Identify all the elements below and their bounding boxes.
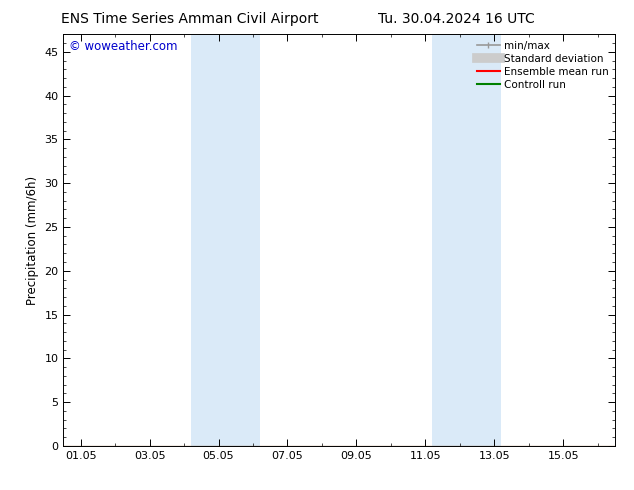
Bar [191,34,260,446]
Text: © woweather.com: © woweather.com [69,41,178,53]
Text: Tu. 30.04.2024 16 UTC: Tu. 30.04.2024 16 UTC [378,12,535,26]
Legend: min/max, Standard deviation, Ensemble mean run, Controll run: min/max, Standard deviation, Ensemble me… [473,36,613,94]
Text: ENS Time Series Amman Civil Airport: ENS Time Series Amman Civil Airport [61,12,319,26]
Bar [432,34,501,446]
Y-axis label: Precipitation (mm/6h): Precipitation (mm/6h) [26,175,39,305]
